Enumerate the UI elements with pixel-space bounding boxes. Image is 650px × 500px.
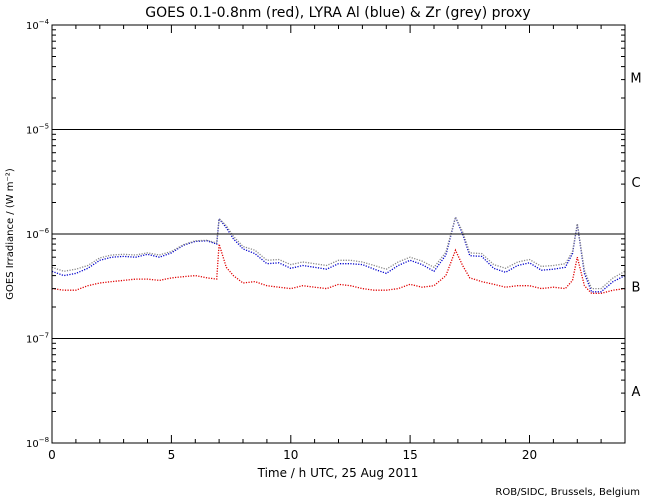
y-axis-label: GOES Irradiance / (W m⁻²)	[5, 168, 16, 300]
series-line-1	[51, 215, 626, 293]
class-label-m: M	[630, 71, 641, 86]
x-axis-ticks: 0 5 10 15 20	[48, 25, 626, 462]
y-tick-label: 10−5	[26, 123, 49, 137]
y-tick-label: 10−7	[26, 332, 49, 346]
y-tick-label: 10−4	[26, 18, 50, 32]
series-line-0	[51, 243, 626, 295]
x-tick-label: 15	[402, 448, 417, 462]
x-tick-label: 5	[168, 448, 176, 462]
x-tick-label: 0	[48, 448, 56, 462]
series-line-2	[51, 215, 626, 290]
flare-class-labels: A B C M	[630, 71, 641, 400]
x-tick-label: 20	[522, 448, 537, 462]
class-label-a: A	[632, 385, 641, 400]
chart-title: GOES 0.1-0.8nm (red), LYRA Al (blue) & Z…	[145, 5, 530, 21]
x-tick-label: 10	[283, 448, 298, 462]
credit-text: ROB/SIDC, Brussels, Belgium	[495, 487, 640, 498]
y-tick-label: 10−6	[26, 227, 50, 241]
class-label-b: B	[632, 280, 641, 295]
class-lines	[52, 129, 625, 339]
x-axis-label: Time / h UTC, 25 Aug 2011	[257, 466, 419, 480]
class-label-c: C	[631, 176, 640, 191]
series-layer	[51, 215, 626, 295]
y-tick-label: 10−8	[26, 436, 49, 450]
